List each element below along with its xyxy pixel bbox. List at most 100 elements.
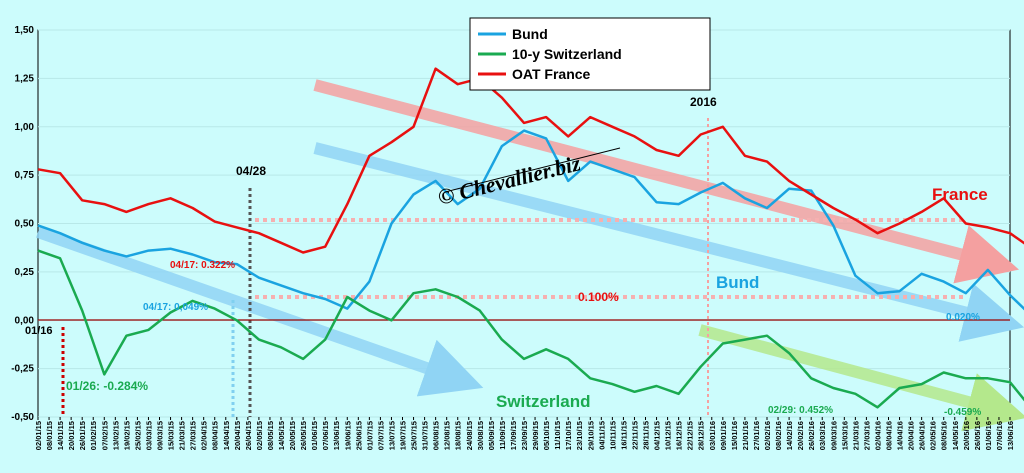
x-tick-label: 21/01/16 (741, 421, 750, 450)
x-tick-label: 07/06/16 (995, 421, 1004, 450)
x-tick-label: 07/07/15 (376, 421, 385, 450)
legend-label-france: OAT France (512, 66, 591, 82)
x-tick-label: 08/05/15 (266, 421, 275, 450)
x-tick-label: 11/10/15 (553, 421, 562, 450)
label-0116: 01/16 (25, 325, 53, 337)
x-tick-label: 01/06/15 (310, 421, 319, 450)
x-tick-label: 20/01/15 (67, 421, 76, 450)
x-tick-label: 09/01/16 (719, 421, 728, 450)
x-tick-label: 16/11/15 (619, 421, 628, 450)
legend-box (469, 17, 711, 91)
x-tick-label: 03/03/16 (818, 421, 827, 450)
x-tick-label: 02/01/15 (34, 421, 43, 450)
x-tick-label: 26/01/15 (78, 421, 87, 450)
x-tick-label: 12/08/15 (443, 421, 452, 450)
y-tick-label: -0,50 (11, 412, 34, 423)
label-spread: 0.100% (578, 290, 619, 304)
x-axis-ticks: 02/01/15 08/01/15 14/01/15 20/01/15 26/01/15… (34, 417, 1015, 450)
y-axis-ticks: 1,50 1,25 1,00 0,75 0,50 0,25 0,00 -0,25 -0,50 (11, 25, 34, 423)
x-tick-label: 27/03/15 (189, 421, 198, 450)
x-tick-label: 11/09/15 (498, 421, 507, 450)
x-tick-label: 26/04/15 (244, 421, 253, 450)
x-tick-label: 27/01/16 (752, 421, 761, 450)
x-tick-label: 31/07/15 (421, 421, 430, 450)
y-tick-label: 0,00 (15, 315, 35, 326)
bund-trend-arrow-left (36, 226, 484, 397)
y-tick-label: 0,50 (15, 219, 35, 230)
label-swiss-0126: 01/26: -0.284% (66, 379, 148, 393)
x-tick-label: 14/01/15 (56, 421, 65, 450)
x-tick-label: 10/11/15 (608, 421, 617, 450)
label-swiss-0229: 02/29: 0.452% (768, 405, 833, 416)
x-tick-label: 21/03/16 (851, 421, 860, 450)
x-tick-label: 25/02/15 (133, 421, 142, 450)
x-tick-label: 26/05/15 (299, 421, 308, 450)
x-tick-label: 26/04/16 (918, 421, 927, 450)
label-oat-0417: 04/17: 0.322% (170, 260, 235, 271)
x-tick-label: 03/01/16 (708, 421, 717, 450)
x-tick-label: 20/04/15 (233, 421, 242, 450)
x-tick-label: 20/04/16 (907, 421, 916, 450)
x-tick-label: 21/03/15 (178, 421, 187, 450)
x-tick-label: 01/02/15 (89, 421, 98, 450)
x-tick-label: 13/06/15 (332, 421, 341, 450)
x-tick-label: 26/02/16 (807, 421, 816, 450)
x-tick-label: 04/12/15 (653, 421, 662, 450)
legend-label-bund: Bund (512, 26, 548, 42)
y-tick-label: 1,00 (15, 122, 35, 133)
label-bund-0417: 04/17: 0,049% (143, 302, 208, 313)
x-tick-label: 13/06/16 (1006, 421, 1015, 450)
x-tick-label: 19/02/15 (122, 421, 131, 450)
x-tick-label: 07/02/15 (100, 421, 109, 450)
x-tick-label: 08/04/16 (885, 421, 894, 450)
x-tick-label: 14/05/16 (951, 421, 960, 450)
x-tick-label: 04/11/15 (597, 421, 606, 450)
y-tick-label: 0,75 (15, 170, 35, 181)
legend-label-switzerland: 10-y Switzerland (512, 46, 622, 62)
x-tick-label: 02/04/15 (200, 421, 209, 450)
x-tick-label: 02/05/16 (929, 421, 938, 450)
x-tick-label: 17/09/15 (509, 421, 518, 450)
x-tick-label: 28/11/15 (642, 421, 651, 450)
x-tick-label: 25/06/15 (354, 421, 363, 450)
x-tick-label: 01/07/15 (365, 421, 374, 450)
reference-lines (38, 118, 1010, 417)
x-tick-label: 15/03/15 (167, 421, 176, 450)
x-tick-label: 15/03/16 (840, 421, 849, 450)
x-tick-label: 28/12/15 (697, 421, 706, 450)
y-tick-label: -0,25 (11, 364, 34, 375)
x-tick-label: 29/09/15 (531, 421, 540, 450)
x-tick-label: 08/02/16 (774, 421, 783, 450)
label-switzerland: Switzerland (496, 392, 590, 411)
x-tick-label: 20/05/16 (962, 421, 971, 450)
x-tick-label: 03/03/15 (144, 421, 153, 450)
x-tick-label: 06/08/15 (432, 421, 441, 450)
x-tick-label: 10/12/15 (664, 421, 673, 450)
x-tick-label: 30/08/15 (476, 421, 485, 450)
label-bund-end: 0.020% (946, 312, 980, 323)
x-tick-label: 16/12/15 (675, 421, 684, 450)
x-tick-label: 01/06/16 (984, 421, 993, 450)
x-tick-label: 09/03/15 (156, 421, 165, 450)
x-tick-label: 20/02/16 (796, 421, 805, 450)
x-tick-label: 27/03/16 (862, 421, 871, 450)
x-tick-label: 02/05/15 (255, 421, 264, 450)
x-tick-label: 05/09/15 (487, 421, 496, 450)
x-tick-label: 22/11/15 (630, 421, 639, 450)
x-tick-label: 19/07/15 (399, 421, 408, 450)
series-line-bund (37, 129, 1024, 311)
x-tick-label: 05/10/15 (542, 421, 551, 450)
label-swiss-end: -0.459% (944, 407, 981, 418)
x-tick-label: 14/05/15 (277, 421, 286, 450)
label-2016: 2016 (690, 95, 717, 109)
label-france: France (932, 185, 988, 204)
x-tick-label: 08/05/16 (940, 421, 949, 450)
x-tick-label: 15/01/16 (730, 421, 739, 450)
x-tick-label: 13/02/15 (111, 421, 120, 450)
bund-trend-arrow-right (313, 142, 1024, 342)
x-tick-label: 18/08/15 (454, 421, 463, 450)
series-line-switzerland (37, 249, 1024, 409)
x-tick-label: 14/04/15 (222, 421, 231, 450)
x-tick-label: 19/06/15 (343, 421, 352, 450)
